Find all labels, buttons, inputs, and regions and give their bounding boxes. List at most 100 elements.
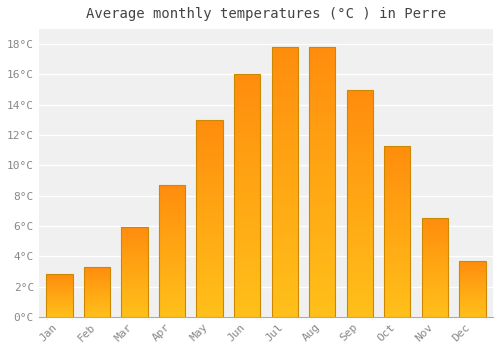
Bar xyxy=(159,272,185,275)
Bar xyxy=(159,267,185,270)
Bar xyxy=(309,182,336,187)
Bar xyxy=(384,231,410,235)
Bar xyxy=(309,204,336,209)
Bar xyxy=(309,258,336,263)
Bar xyxy=(84,302,110,303)
Bar xyxy=(460,308,485,309)
Bar xyxy=(234,312,260,317)
Bar xyxy=(196,254,223,258)
Bar xyxy=(460,290,485,291)
Bar xyxy=(122,236,148,238)
Bar xyxy=(272,74,298,79)
Bar xyxy=(84,274,110,275)
Bar xyxy=(122,290,148,292)
Bar xyxy=(234,293,260,297)
Bar xyxy=(346,303,373,308)
Bar xyxy=(422,232,448,234)
Bar xyxy=(122,283,148,285)
Bar xyxy=(422,305,448,307)
Bar xyxy=(346,90,373,317)
Bar xyxy=(346,90,373,94)
Bar xyxy=(272,285,298,290)
Bar xyxy=(309,96,336,101)
Bar xyxy=(460,294,485,295)
Bar xyxy=(234,249,260,254)
Bar xyxy=(346,162,373,167)
Bar xyxy=(460,307,485,308)
Bar xyxy=(122,313,148,315)
Bar xyxy=(422,272,448,273)
Bar xyxy=(309,79,336,85)
Bar xyxy=(309,263,336,268)
Bar xyxy=(234,89,260,94)
Bar xyxy=(46,308,72,309)
Bar xyxy=(346,267,373,271)
Bar xyxy=(422,313,448,315)
Bar xyxy=(384,180,410,183)
Bar xyxy=(346,299,373,303)
Bar xyxy=(346,262,373,267)
Bar xyxy=(122,310,148,312)
Bar xyxy=(122,276,148,278)
Bar xyxy=(346,235,373,239)
Bar xyxy=(196,218,223,222)
Bar xyxy=(196,238,223,242)
Bar xyxy=(234,259,260,264)
Bar xyxy=(422,266,448,268)
Bar xyxy=(422,258,448,260)
Bar xyxy=(309,274,336,279)
Bar xyxy=(234,273,260,278)
Bar xyxy=(422,224,448,226)
Bar xyxy=(422,220,448,222)
Bar xyxy=(460,268,485,270)
Bar xyxy=(384,262,410,265)
Bar xyxy=(384,282,410,286)
Bar xyxy=(84,294,110,295)
Bar xyxy=(159,306,185,309)
Bar xyxy=(460,265,485,266)
Bar xyxy=(84,279,110,280)
Bar xyxy=(234,181,260,186)
Bar xyxy=(346,231,373,235)
Bar xyxy=(309,252,336,258)
Bar xyxy=(159,201,185,203)
Bar xyxy=(122,295,148,297)
Bar xyxy=(346,244,373,248)
Bar xyxy=(196,250,223,254)
Bar xyxy=(159,230,185,232)
Bar xyxy=(309,290,336,295)
Bar xyxy=(272,177,298,182)
Bar xyxy=(46,274,72,275)
Bar xyxy=(384,218,410,221)
Bar xyxy=(272,58,298,63)
Bar xyxy=(346,294,373,299)
Bar xyxy=(84,284,110,285)
Bar xyxy=(309,247,336,252)
Bar xyxy=(234,201,260,205)
Bar xyxy=(122,299,148,301)
Bar xyxy=(346,203,373,208)
Bar xyxy=(84,286,110,287)
Bar xyxy=(272,225,298,231)
Bar xyxy=(346,112,373,117)
Bar xyxy=(460,315,485,316)
Bar xyxy=(422,246,448,248)
Bar xyxy=(346,103,373,108)
Bar xyxy=(46,280,72,281)
Bar xyxy=(422,230,448,232)
Bar xyxy=(346,131,373,135)
Bar xyxy=(384,248,410,252)
Bar xyxy=(122,229,148,231)
Bar xyxy=(384,272,410,276)
Bar xyxy=(346,126,373,131)
Bar xyxy=(122,233,148,234)
Bar xyxy=(234,172,260,176)
Bar xyxy=(196,179,223,183)
Bar xyxy=(272,236,298,241)
Bar xyxy=(196,266,223,270)
Bar xyxy=(84,307,110,308)
Bar xyxy=(309,187,336,193)
Bar xyxy=(234,104,260,108)
Bar xyxy=(346,285,373,289)
Bar xyxy=(196,144,223,147)
